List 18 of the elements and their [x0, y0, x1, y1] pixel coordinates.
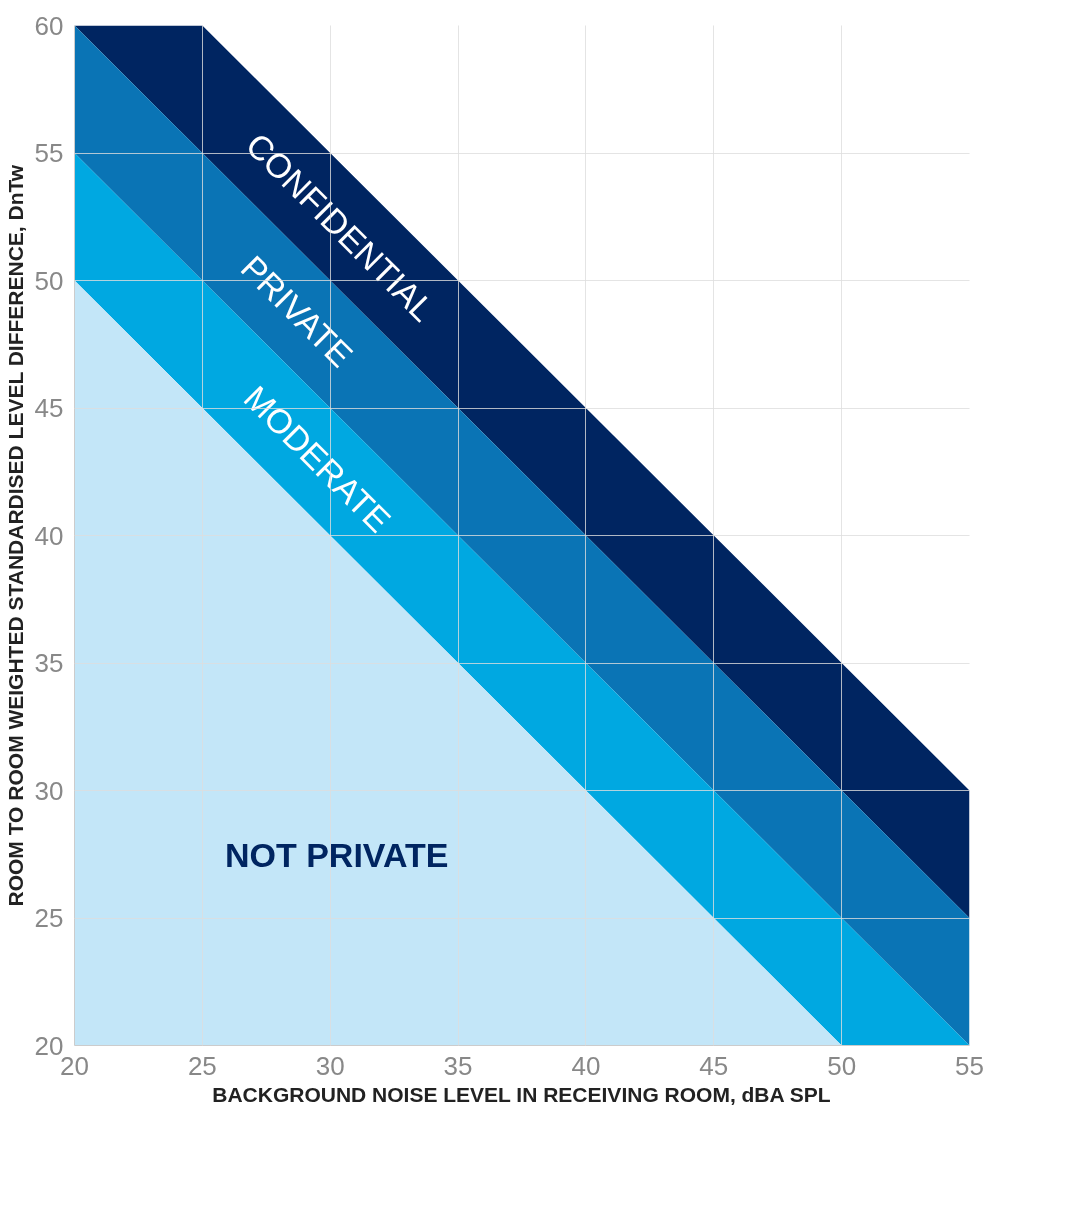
y-axis-title: ROOM TO ROOM WEIGHTED STANDARDISED LEVEL DIFFERENCE, DnTw	[3, 164, 27, 907]
y-tick-label: 35	[34, 648, 64, 678]
x-tick-label: 25	[187, 1050, 217, 1081]
y-tick-label: 50	[34, 265, 64, 296]
x-tick-label: 45	[699, 1050, 729, 1081]
y-tick-label: 55	[34, 138, 64, 168]
y-tick-label: 45	[34, 393, 64, 423]
x-tick-label: 35	[443, 1050, 473, 1081]
y-tick-label: 60	[34, 10, 64, 41]
series-label: NOT PRIVATE	[224, 835, 449, 874]
x-tick-label: 40	[571, 1050, 601, 1081]
y-tick-label: 30	[34, 775, 64, 806]
x-tick-label: 50	[827, 1050, 857, 1081]
x-axis-title: BACKGROUND NOISE LEVEL IN RECEIVING ROOM, dBA SPL	[212, 1082, 831, 1106]
x-tick-label: 55	[955, 1050, 984, 1081]
y-tick-label: 25	[34, 903, 64, 933]
y-tick-label: 40	[34, 520, 64, 551]
x-tick-label: 30	[315, 1050, 345, 1081]
